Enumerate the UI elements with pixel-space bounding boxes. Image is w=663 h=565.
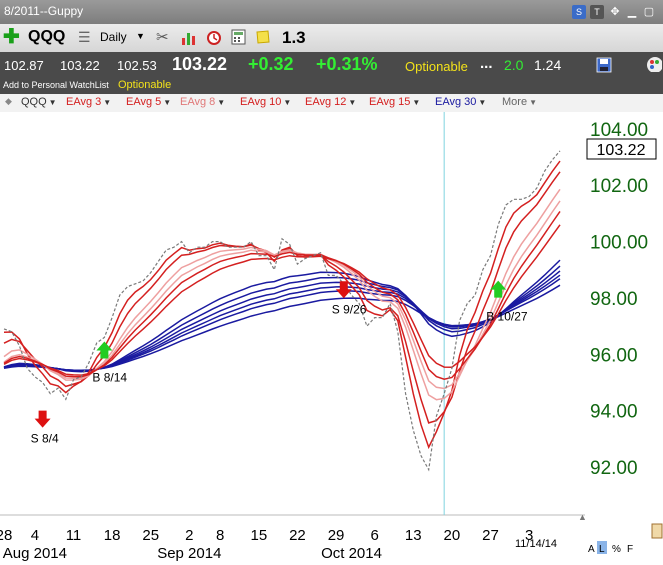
period-select[interactable]: Daily [100, 30, 127, 44]
signal-label-b-8-14: B 8/14 [92, 371, 127, 385]
window-title: 8/2011--Guppy [4, 4, 84, 18]
value-b: 1.24 [534, 57, 562, 73]
price-change: +0.32 [248, 54, 294, 74]
series-line-qqq [3, 150, 561, 472]
tv-icon[interactable]: T [590, 5, 604, 19]
x-tick-label: 29 [328, 527, 345, 544]
high-price: 103.22 [60, 58, 100, 73]
value-a: 2.0 [504, 57, 524, 73]
y-tick-label: 104.00 [590, 120, 648, 141]
indicator-eavg-30[interactable]: EAvg 30 ▼ [435, 96, 487, 108]
toolbar-value: 1.3 [282, 28, 306, 47]
a-toggle[interactable]: A [588, 544, 595, 555]
x-tick-label: 20 [444, 527, 461, 544]
indicator-eavg-10[interactable]: EAvg 10 ▼ [240, 96, 292, 108]
y-tick-label: 96.00 [590, 345, 638, 366]
signal-label-b-10-27: B 10/27 [486, 310, 528, 324]
s-logo-icon[interactable]: S [572, 5, 586, 19]
signal-label-s-9-26: S 9/26 [332, 302, 367, 316]
x-tick-label: 2 [185, 527, 193, 544]
y-tick-label: 92.00 [590, 458, 638, 479]
x-tick-label: 22 [289, 527, 306, 544]
last-price-label: 103.22 [597, 142, 646, 159]
buy-arrow-icon [96, 341, 113, 359]
price-series-group [3, 150, 561, 472]
indicator-qqq[interactable]: QQQ ▼ [21, 96, 57, 108]
y-tick-label: 100.00 [590, 233, 648, 254]
low-price: 102.53 [117, 58, 157, 73]
series-line-eavg-3 [3, 160, 561, 450]
last-price: 103.22 [172, 54, 228, 74]
add-watchlist-link[interactable]: Add to Personal WatchList [3, 80, 109, 90]
y-tick-label: 94.00 [590, 402, 638, 423]
calculator-icon[interactable] [231, 29, 247, 45]
watchlist-optionable: Optionable [118, 79, 172, 91]
month-label: Aug 2014 [3, 545, 67, 562]
scroll-up-icon[interactable]: ▲ [578, 512, 587, 522]
y-tick-label: 98.00 [590, 289, 638, 310]
quote-bar: 102.87 103.22 102.53 103.22 +0.32 +0.31%… [0, 52, 663, 78]
minimize-icon[interactable]: ▁ [627, 6, 637, 18]
x-tick-label: 27 [482, 527, 499, 544]
last-price-box [586, 138, 657, 160]
palette-icon[interactable] [646, 56, 662, 72]
indicator-eavg-3[interactable]: EAvg 3 ▼ [66, 96, 112, 108]
x-tick-label: 28 [0, 527, 12, 544]
signal-label-s-8-4: S 8/4 [31, 432, 59, 446]
indicator-eavg-12[interactable]: EAvg 12 ▼ [305, 96, 357, 108]
x-tick-label: 4 [31, 527, 39, 544]
x-tick-label: 8 [216, 527, 224, 544]
open-price: 102.87 [4, 58, 44, 73]
l-toggle-bg [597, 541, 607, 554]
add-icon[interactable]: ✚ [3, 26, 20, 48]
indicator-bar: ◆ QQQ ▼ EAvg 3 ▼ EAvg 5 ▼ EAvg 8 ▼ EAvg 10 ▼ … [0, 94, 663, 113]
percent-toggle[interactable]: % [612, 544, 621, 555]
x-tick-label: 11 [66, 527, 82, 544]
x-tick-label: 13 [405, 527, 422, 544]
series-line-eavg-15 [3, 224, 561, 376]
title-bar: 8/2011--Guppy S T ✥ ▁ ▢ [0, 0, 663, 24]
note-icon[interactable] [255, 29, 271, 45]
pencil-icon[interactable] [651, 523, 663, 539]
l-toggle[interactable]: L [599, 544, 605, 555]
month-label: Sep 2014 [157, 545, 221, 562]
indicator-eavg-8[interactable]: EAvg 8 ▼ [180, 96, 226, 108]
maximize-icon[interactable]: ▢ [643, 6, 655, 18]
price-chart[interactable]: S 8/4 B 8/14 S 9/26 B 10/27 92.00 94.00 96.00… [0, 112, 663, 565]
move-icon[interactable]: ✥ [610, 6, 620, 18]
signal-group: S 8/4 B 8/14 S 9/26 B 10/27 [31, 280, 528, 446]
month-label: Oct 2014 [321, 545, 382, 562]
alarm-clock-icon[interactable] [206, 29, 222, 45]
percent-change: +0.31% [316, 54, 378, 74]
optionable-label: Optionable [405, 59, 468, 74]
f-toggle[interactable]: F [627, 544, 633, 555]
x-tick-label: 6 [370, 527, 378, 544]
short-ema-group [3, 160, 561, 450]
tools-icon[interactable]: ✂ [156, 29, 169, 46]
buy-arrow-icon [490, 280, 507, 298]
chevron-down-icon[interactable]: ▼ [136, 31, 145, 41]
x-tick-label: 3 [525, 527, 533, 544]
indicator-eavg-15[interactable]: EAvg 15 ▼ [369, 96, 421, 108]
indicator-more[interactable]: More ▼ [502, 96, 537, 108]
more-ellipsis[interactable]: ... [480, 55, 493, 72]
symbol-field[interactable]: QQQ [28, 28, 66, 45]
bar-chart-icon[interactable] [181, 30, 197, 46]
x-tick-label: 15 [250, 527, 267, 544]
list-icon[interactable]: ☰ [78, 29, 91, 45]
x-tick-label: 18 [104, 527, 121, 544]
collapse-icon[interactable]: ◆ [5, 96, 12, 106]
save-icon[interactable] [596, 57, 612, 73]
sell-arrow-icon [34, 410, 51, 428]
indicator-eavg-5[interactable]: EAvg 5 ▼ [126, 96, 172, 108]
main-toolbar: ✚ QQQ ☰ Daily ▼ ✂ 1.3 [0, 24, 663, 52]
chart-date-label: 11/14/14 [515, 538, 557, 550]
chart-background [0, 112, 663, 565]
x-tick-label: 25 [142, 527, 159, 544]
y-tick-label: 102.00 [590, 176, 648, 197]
sell-arrow-icon [335, 281, 352, 299]
watchlist-bar: Add to Personal WatchList Optionable [0, 78, 663, 94]
price-axis: 92.00 94.00 96.00 98.00 100.00 102.00 104.00 [590, 120, 648, 479]
